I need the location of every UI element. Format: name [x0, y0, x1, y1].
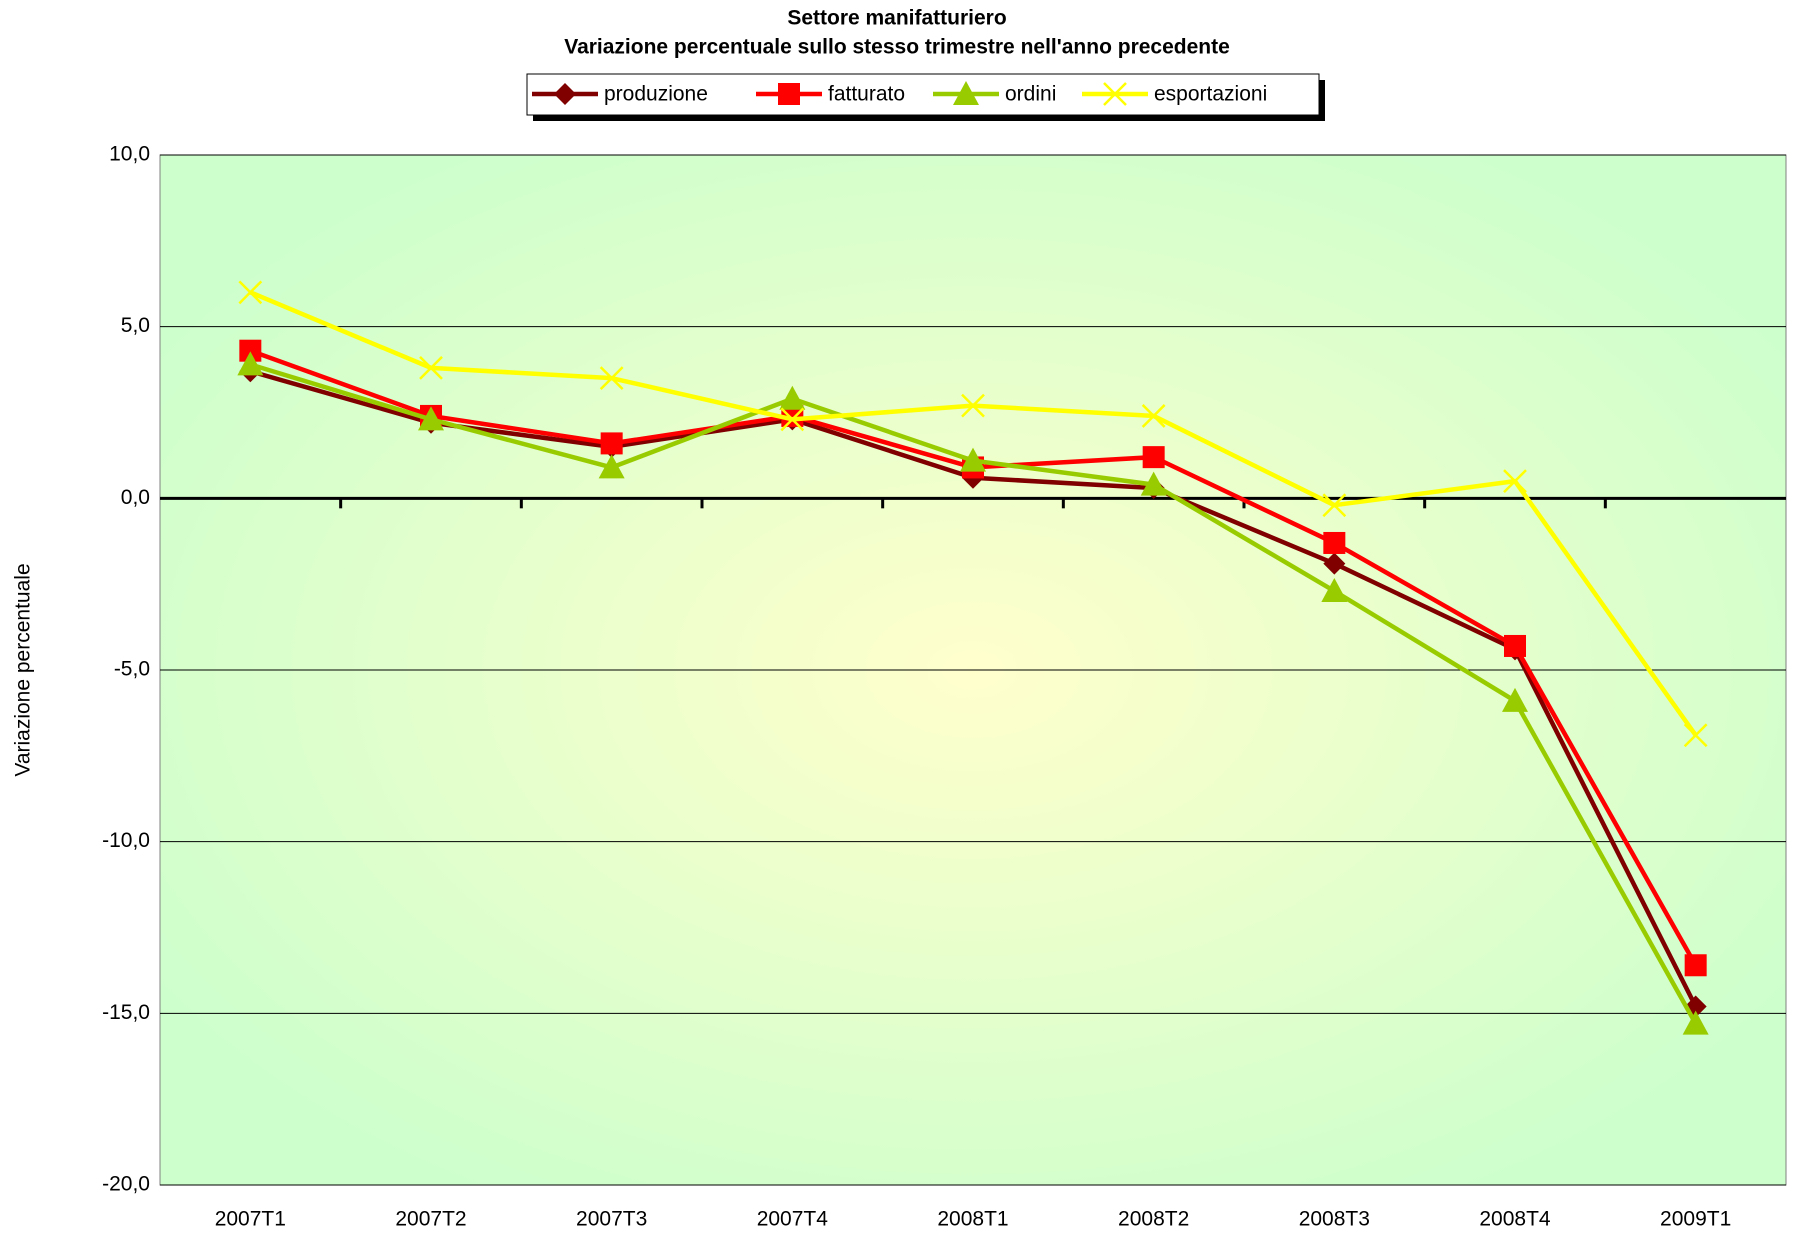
legend-marker: [1103, 82, 1127, 106]
y-tick-label: 10,0: [109, 143, 150, 166]
data-point: [1141, 404, 1166, 428]
data-point: [599, 366, 624, 391]
x-tick-label: 2008T3: [1299, 1208, 1370, 1231]
legend-label: esportazioni: [1154, 83, 1267, 106]
y-tick-label: -10,0: [102, 829, 150, 852]
data-point: [419, 355, 443, 380]
legend-label: fatturato: [828, 83, 905, 106]
data-point: [960, 447, 986, 472]
x-tick-label: 2008T4: [1479, 1208, 1551, 1231]
legend-box: [526, 73, 1320, 116]
chart-title: Settore manifatturiero: [787, 7, 1006, 30]
y-tick-label: -20,0: [102, 1173, 150, 1196]
x-tick-label: 2007T1: [215, 1208, 286, 1231]
data-point: [1504, 634, 1526, 657]
legend-label: ordini: [1005, 83, 1056, 106]
legend-marker: [554, 83, 576, 105]
x-tick-label: 2009T1: [1660, 1208, 1731, 1231]
data-point: [418, 406, 444, 431]
data-point: [1683, 723, 1708, 748]
x-tick-label: 2007T4: [757, 1208, 829, 1231]
data-point: [1502, 687, 1528, 712]
data-point: [1142, 446, 1165, 469]
data-point: [781, 404, 804, 427]
x-tick-label: 2008T2: [1118, 1208, 1189, 1231]
data-point: [780, 407, 805, 432]
y-axis-label: Variazione percentuale: [12, 563, 35, 776]
data-point: [1684, 954, 1707, 977]
data-point: [600, 432, 623, 455]
chart-subtitle: Variazione percentuale sullo stesso trim…: [564, 36, 1230, 59]
y-tick-label: 0,0: [121, 486, 150, 509]
data-point: [961, 393, 985, 418]
data-point: [779, 385, 806, 410]
data-point: [1140, 471, 1167, 496]
data-point: [1323, 552, 1346, 575]
y-tick-label: 5,0: [121, 314, 150, 337]
x-tick-label: 2007T3: [576, 1208, 647, 1231]
x-tick-label: 2008T1: [937, 1208, 1008, 1231]
data-point: [1682, 1010, 1709, 1035]
data-point: [1503, 469, 1527, 494]
data-point: [239, 339, 262, 362]
x-tick-label: 2007T2: [395, 1208, 466, 1231]
data-point: [1323, 531, 1346, 554]
y-tick-label: -5,0: [114, 658, 150, 681]
data-point: [1321, 578, 1348, 603]
y-tick-label: -15,0: [102, 1001, 150, 1024]
data-point: [1322, 493, 1347, 518]
data-point: [598, 454, 625, 479]
legend-label: produzione: [604, 83, 708, 106]
data-point: [237, 351, 264, 376]
data-point: [238, 280, 263, 305]
legend-marker: [778, 83, 800, 105]
legend-marker: [953, 81, 979, 105]
